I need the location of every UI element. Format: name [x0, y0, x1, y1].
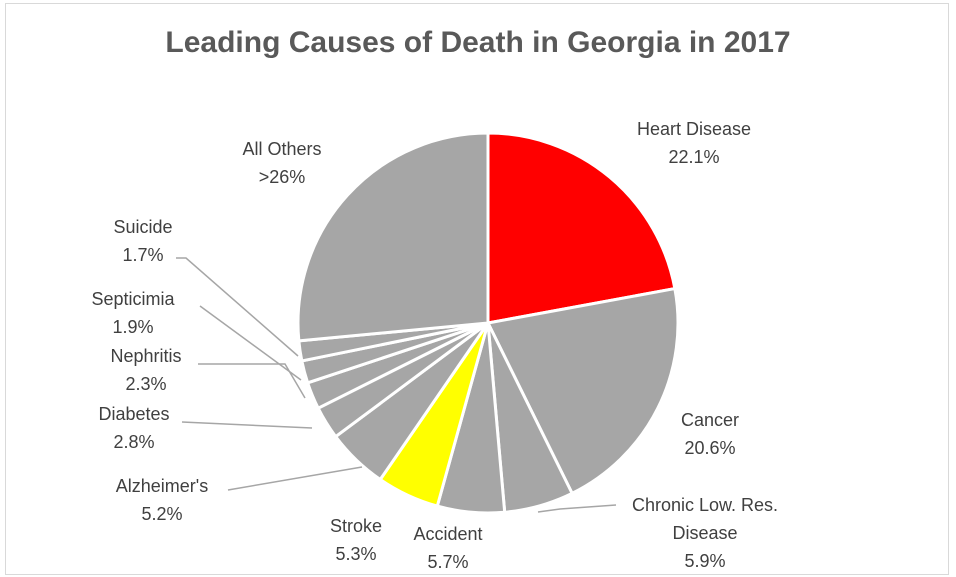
- data-label-all-others: All Others >26%: [242, 139, 321, 187]
- data-label-diabetes: Diabetes 2.8%: [98, 404, 169, 452]
- leader-line-alzheimer-s: [227, 466, 363, 491]
- data-label-cancer: Cancer 20.6%: [681, 410, 739, 458]
- leader-line-suicide: [176, 257, 299, 357]
- data-label-nephritis: Nephritis 2.3%: [110, 346, 181, 394]
- chart-title: Leading Causes of Death in Georgia in 20…: [165, 26, 791, 59]
- data-label-suicide: Suicide 1.7%: [113, 217, 172, 265]
- data-label-heart-disease: Heart Disease 22.1%: [637, 119, 751, 167]
- leader-line-nephritis: [198, 363, 306, 399]
- pie-slice-cancer: [486, 287, 680, 495]
- data-label-accident: Accident 5.7%: [413, 524, 482, 572]
- data-label-septicimia: Septicimia 1.9%: [91, 289, 175, 337]
- data-label-stroke: Stroke 5.3%: [330, 516, 382, 564]
- pie-slice-heart-disease: [486, 131, 677, 325]
- data-label-chronic-low-res-disease: Chronic Low. Res. Disease 5.9%: [632, 495, 778, 571]
- pie-slice-all-others: [296, 131, 490, 343]
- data-label-alzheimer-s: Alzheimer's 5.2%: [116, 476, 208, 524]
- leader-line-septicimia: [199, 305, 302, 381]
- leader-line-chronic-low-res-disease: [537, 504, 617, 513]
- leader-line-diabetes: [181, 421, 313, 429]
